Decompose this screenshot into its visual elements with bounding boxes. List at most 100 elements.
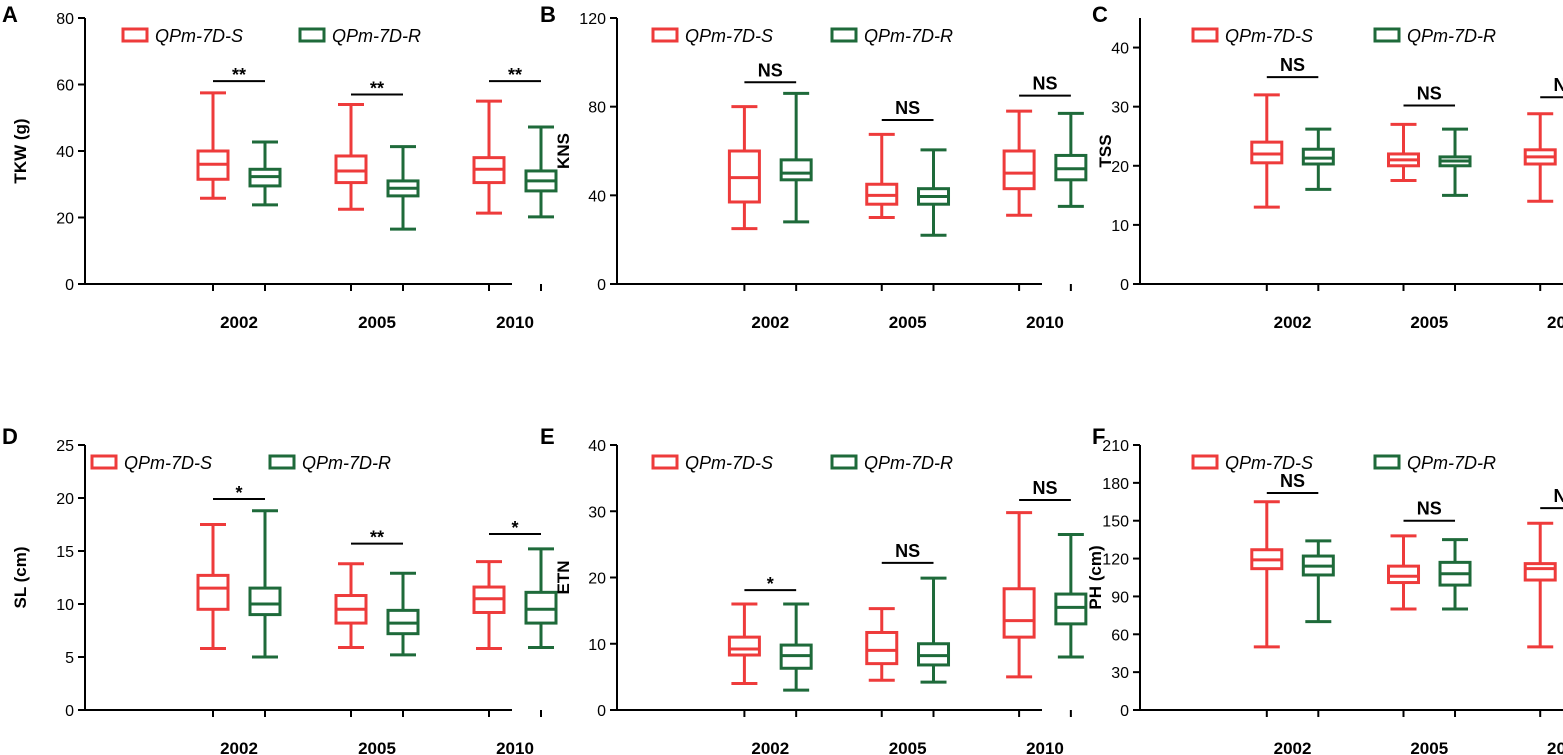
legend-entry-r: QPm-7D-R — [1373, 26, 1496, 46]
significance-label: NS — [895, 541, 920, 561]
significance-label: NS — [1417, 499, 1442, 519]
legend-swatch — [830, 27, 858, 43]
legend-label: QPm-7D-S — [1225, 453, 1313, 473]
box-r-2002 — [1301, 539, 1335, 624]
legend-label: QPm-7D-S — [1225, 26, 1313, 46]
significance-label: NS — [1553, 75, 1563, 95]
significance-label: NS — [758, 60, 783, 80]
significance-label: NS — [1280, 55, 1305, 75]
y-tick-label: 0 — [1120, 277, 1129, 294]
y-tick-label: 20 — [588, 571, 606, 588]
panel-letter: B — [540, 2, 556, 27]
box-s-2010 — [472, 99, 506, 215]
box-r-2002 — [248, 140, 282, 207]
x-category-label: 2010 — [1026, 313, 1064, 332]
y-axis-title: PH (cm) — [1086, 545, 1105, 609]
box-iqr — [248, 586, 282, 617]
legend-label: QPm-7D-R — [1407, 26, 1496, 46]
y-tick-label: 210 — [1102, 438, 1129, 455]
legend-swatch — [298, 27, 326, 43]
y-tick-label: 20 — [1111, 159, 1129, 176]
box-s-2002 — [196, 91, 230, 200]
box-s-2002 — [727, 105, 761, 231]
y-tick-label: 40 — [1111, 41, 1129, 58]
y-axis-title: ETN — [554, 561, 573, 595]
x-category-label: 2002 — [1274, 313, 1312, 332]
box-iqr — [524, 590, 558, 625]
y-tick-label: 0 — [597, 277, 606, 294]
legend-label: QPm-7D-S — [685, 453, 773, 473]
y-tick-label: 30 — [588, 504, 606, 521]
legend-swatch — [1191, 27, 1219, 43]
legend-label: QPm-7D-R — [302, 453, 391, 473]
legend-swatch — [651, 27, 679, 43]
x-category-label: 2010 — [496, 313, 534, 332]
box-r-2010 — [524, 125, 558, 219]
panel-letter: D — [2, 424, 18, 449]
y-axis-title: KNS — [554, 133, 573, 169]
panel-c: C TSS 0 10 20 30 40 2002 2005 2010 NS NS NS QPm-7D-S Q… — [1092, 2, 1563, 332]
y-tick-label: 10 — [56, 597, 74, 614]
y-tick-label: 30 — [1111, 665, 1129, 682]
legend-label: QPm-7D-R — [864, 26, 953, 46]
panel-a: A TKW (g) 0 20 40 60 80 2002 2005 2010 ** ** ** QPm-7… — [2, 2, 558, 332]
legend-entry-s: QPm-7D-S — [651, 453, 773, 473]
legend-swatch — [1373, 454, 1401, 470]
significance-label: ** — [370, 78, 384, 98]
y-tick-label: 180 — [1102, 476, 1129, 493]
box-r-2010 — [1054, 111, 1088, 208]
y-tick-label: 0 — [65, 277, 74, 294]
box-s-2005 — [1387, 534, 1421, 611]
y-tick-label: 40 — [588, 188, 606, 205]
box-iqr — [1387, 564, 1421, 585]
x-category-label: 2010 — [1547, 313, 1563, 332]
box-r-2005 — [917, 576, 951, 684]
box-s-2005 — [334, 102, 368, 211]
y-tick-label: 120 — [1102, 552, 1129, 569]
y-tick-label: 60 — [1111, 627, 1129, 644]
y-tick-label: 20 — [56, 491, 74, 508]
significance-label: NS — [1553, 486, 1563, 506]
x-category-label: 2002 — [220, 313, 258, 332]
box-r-2005 — [1438, 538, 1472, 611]
box-r-2010 — [524, 547, 558, 649]
box-iqr — [1002, 149, 1036, 191]
box-r-2002 — [248, 509, 282, 659]
box-s-2002 — [727, 602, 761, 685]
significance-label: * — [511, 518, 518, 538]
box-r-2005 — [1438, 127, 1472, 197]
y-axis-title: TSS — [1096, 134, 1115, 167]
panel-letter: A — [2, 2, 18, 27]
y-tick-label: 10 — [1111, 218, 1129, 235]
significance-label: NS — [1417, 83, 1442, 103]
box-r-2002 — [779, 91, 813, 224]
legend-entry-s: QPm-7D-S — [1191, 453, 1313, 473]
box-r-2005 — [917, 148, 951, 237]
box-r-2005 — [386, 571, 420, 657]
x-category-label: 2005 — [889, 313, 927, 332]
box-s-2010 — [1002, 109, 1036, 217]
panel-f: F PH (cm) 0 30 60 90 120 150 180 210 2002 2005 2010 N… — [1086, 424, 1563, 755]
box-iqr — [1054, 592, 1088, 626]
box-iqr — [727, 635, 761, 657]
significance-label: * — [235, 483, 242, 503]
panel-e: E ETN 0 10 20 30 40 2002 2005 2010 * NS NS QPm-7D-S QP… — [540, 424, 1088, 755]
legend-entry-s: QPm-7D-S — [121, 26, 243, 46]
y-tick-label: 40 — [56, 144, 74, 161]
legend-entry-r: QPm-7D-R — [268, 453, 391, 473]
legend-entry-r: QPm-7D-R — [1373, 453, 1496, 473]
box-iqr — [1523, 562, 1557, 582]
y-tick-label: 40 — [588, 438, 606, 455]
box-r-2010 — [1054, 532, 1088, 659]
box-iqr — [334, 154, 368, 185]
legend-label: QPm-7D-R — [1407, 453, 1496, 473]
y-tick-label: 120 — [579, 11, 606, 28]
box-s-2002 — [1250, 93, 1284, 209]
box-s-2002 — [1250, 500, 1284, 649]
x-category-label: 2005 — [358, 313, 396, 332]
y-axis-title: TKW (g) — [11, 118, 30, 183]
x-category-label: 2002 — [220, 739, 258, 755]
y-tick-label: 0 — [597, 703, 606, 720]
